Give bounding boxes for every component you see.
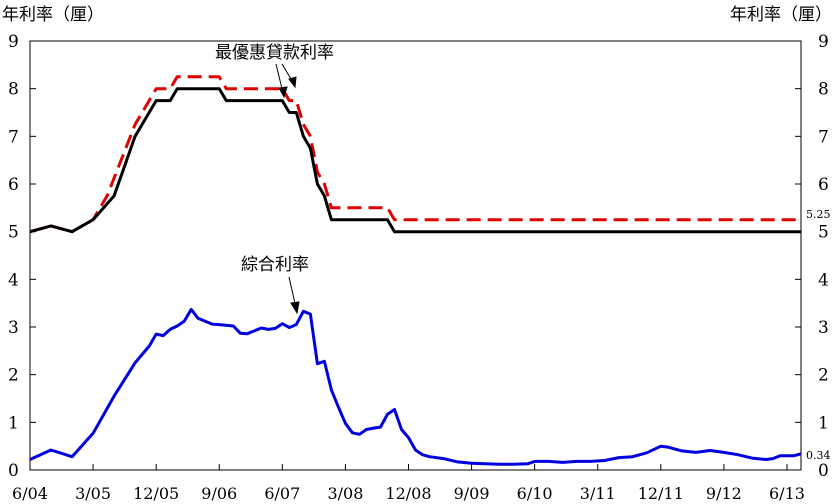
x-tick-label: 3/08 xyxy=(327,484,363,503)
x-tick-label: 6/10 xyxy=(517,484,553,503)
series-line-1 xyxy=(29,87,801,234)
y-tick-label-right: 4 xyxy=(818,270,829,290)
y-tick-label-right: 3 xyxy=(818,318,829,338)
annotation-composite-rate: 綜合利率 xyxy=(241,255,309,275)
y-tick-label-left: 0 xyxy=(8,461,19,481)
y-tick-label-right: 9 xyxy=(818,32,829,52)
y-tick-label-left: 6 xyxy=(8,175,19,195)
x-axis: 6/04 3/05 12/05 9/06 6/07 3/08 12/08 9/09 6/10 3/… xyxy=(12,464,805,503)
y-axis-left: 0 1 2 3 4 5 6 7 8 9 xyxy=(8,32,36,481)
arrowhead-prime-red xyxy=(288,76,297,89)
x-tick-label: 3/11 xyxy=(580,484,616,503)
series-line-2 xyxy=(29,307,802,466)
series-line-0 xyxy=(29,75,801,234)
y-tick-label-left: 4 xyxy=(8,270,19,290)
series-layer xyxy=(29,75,802,466)
y-tick-label-left: 7 xyxy=(8,127,19,147)
y-tick-label-left: 5 xyxy=(8,223,19,243)
x-tick-label: 9/06 xyxy=(201,484,237,503)
y-tick-label-right: 8 xyxy=(818,80,829,100)
y-tick-label-left: 1 xyxy=(8,413,19,433)
x-tick-label: 12/05 xyxy=(133,484,179,503)
end-label-composite: 0.34 xyxy=(806,449,831,462)
x-tick-label: 12/08 xyxy=(385,484,431,503)
y-tick-label-right: 0 xyxy=(818,461,829,481)
y-axis-right: 0 1 2 3 4 5 6 7 8 9 xyxy=(795,32,829,481)
annotation-arrows xyxy=(275,63,300,315)
arrowhead-composite xyxy=(290,301,300,315)
y-tick-label-right: 1 xyxy=(818,413,829,433)
y-tick-label-right: 7 xyxy=(818,127,829,147)
end-label-prime: 5.25 xyxy=(806,208,831,221)
y-tick-label-left: 9 xyxy=(8,32,19,52)
x-tick-label: 6/07 xyxy=(264,484,300,503)
x-tick-label: 12/11 xyxy=(638,484,684,503)
y-tick-label-right: 6 xyxy=(818,175,829,195)
y-tick-label-left: 8 xyxy=(8,80,19,100)
x-tick-label: 6/13 xyxy=(769,484,805,503)
x-tick-label: 9/12 xyxy=(706,484,742,503)
y-axis-label-right: 年利率（厘） xyxy=(730,5,832,25)
y-tick-label-right: 2 xyxy=(818,366,829,386)
annotation-prime-rate: 最優惠貸款利率 xyxy=(215,43,334,63)
x-tick-label: 9/09 xyxy=(454,484,490,503)
plot-frame xyxy=(29,40,802,471)
y-tick-label-left: 3 xyxy=(8,318,19,338)
arrowhead-prime-black xyxy=(278,86,288,99)
y-tick-label-right: 5 xyxy=(818,223,829,243)
x-tick-label: 3/05 xyxy=(75,484,111,503)
y-tick-label-left: 2 xyxy=(8,366,19,386)
x-tick-label: 6/04 xyxy=(12,484,48,503)
y-axis-label-left: 年利率（厘） xyxy=(2,5,104,25)
